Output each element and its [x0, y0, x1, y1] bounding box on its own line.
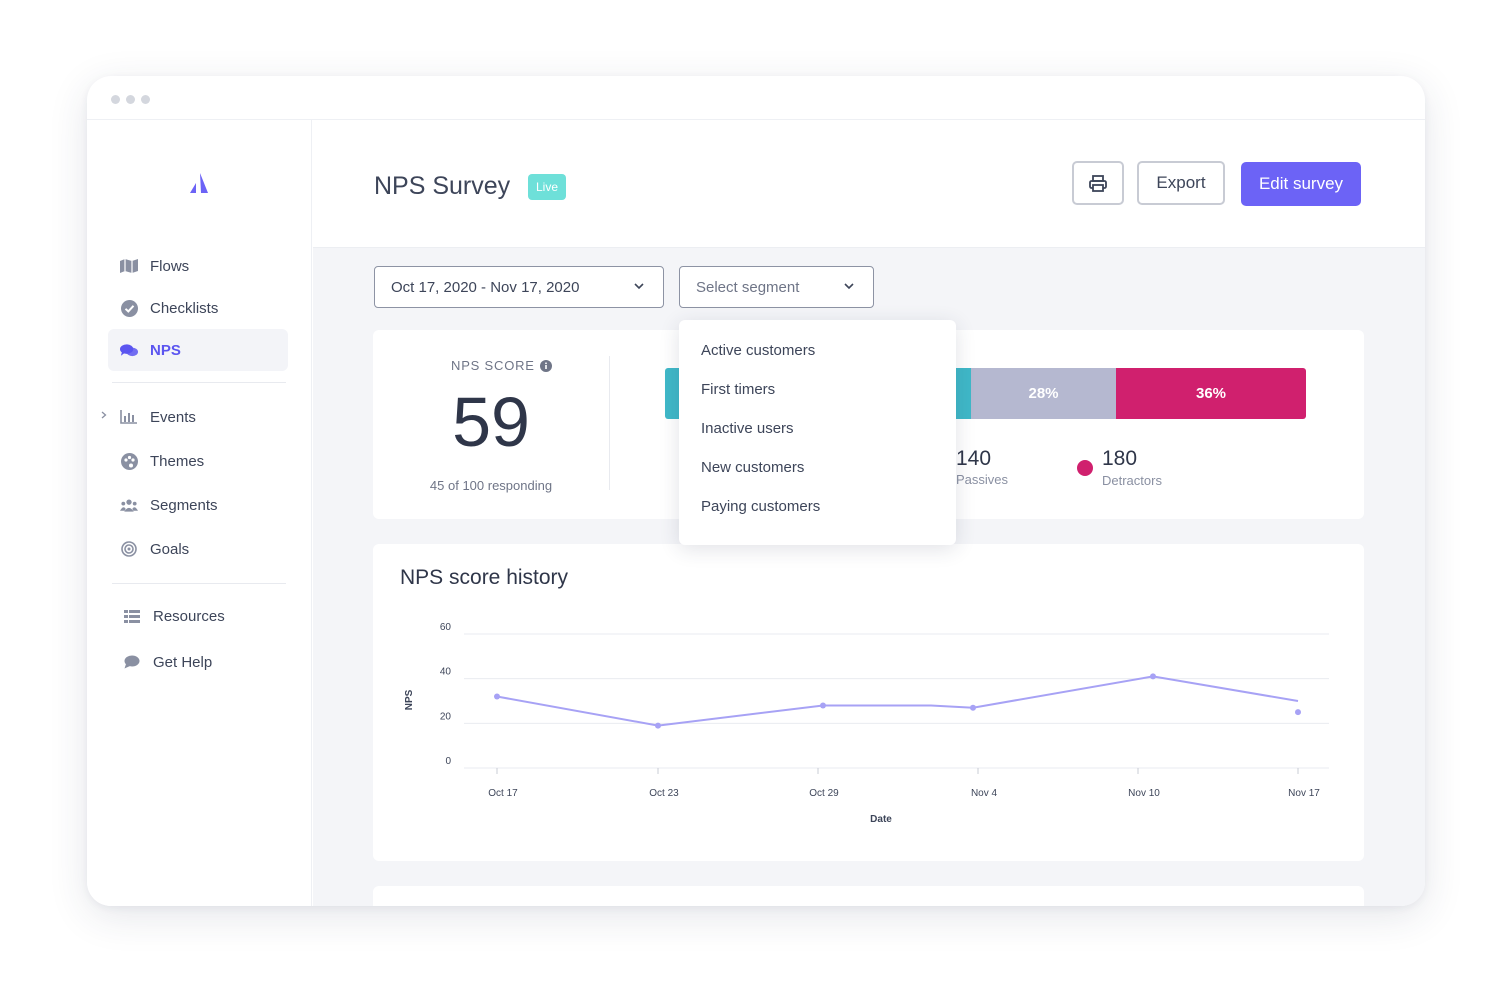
window-dot [126, 95, 135, 104]
y-tick-label: 40 [440, 667, 452, 678]
chat-bubbles-icon [120, 341, 138, 359]
card-divider [609, 356, 610, 490]
users-icon [120, 496, 138, 514]
responding-count: 45 of 100 responding [429, 478, 553, 493]
sidebar-item-label: NPS [150, 341, 181, 359]
sidebar-item-flows[interactable]: Flows [108, 245, 288, 287]
sidebar-divider [112, 382, 286, 383]
status-badge: Live [528, 174, 567, 200]
data-point [494, 693, 500, 700]
x-tick-label: Nov 10 [1128, 788, 1160, 799]
detractors-count: 180 [1102, 447, 1138, 470]
sidebar-item-checklists[interactable]: Checklists [108, 287, 288, 329]
sidebar: Flows Checklists NPS Events Them [87, 120, 312, 906]
data-point [1150, 673, 1156, 680]
nps-history-chart: 0 20 40 60 Oct 17 Oct 23 Oct 29 Nov 4 Nov 10 Nov … [404, 622, 1329, 825]
segment-option[interactable]: Paying customers [701, 498, 821, 515]
print-button[interactable] [1072, 161, 1124, 205]
sidebar-item-goals[interactable]: Goals [108, 528, 288, 570]
y-tick-label: 20 [440, 711, 452, 722]
sidebar-item-resources[interactable]: Resources [111, 595, 291, 637]
segment-dropdown-menu: Active customers First timers Inactive u… [679, 320, 956, 545]
data-point [820, 702, 826, 709]
app-logo-icon[interactable] [188, 171, 208, 193]
target-icon [120, 540, 138, 558]
x-tick-label: Oct 23 [649, 788, 679, 799]
edit-survey-button[interactable]: Edit survey [1241, 162, 1361, 206]
date-range-select[interactable]: Oct 17, 2020 - Nov 17, 2020 [374, 266, 664, 308]
x-tick-label: Oct 29 [809, 788, 839, 799]
chevron-down-icon [634, 283, 644, 290]
segment-option[interactable]: Inactive users [701, 420, 794, 437]
window-dot [141, 95, 150, 104]
segment-option[interactable]: New customers [701, 459, 805, 476]
page-header: NPS Survey Live Export Edit survey [313, 120, 1425, 248]
data-point [1295, 709, 1301, 716]
sidebar-item-label: Segments [150, 496, 218, 514]
nps-score-value: 59 [452, 383, 530, 461]
segment-select[interactable]: Select segment [679, 266, 874, 308]
date-range-value: Oct 17, 2020 - Nov 17, 2020 [391, 278, 580, 296]
bar-chart-icon [120, 408, 138, 426]
segment-option[interactable]: First timers [701, 381, 776, 398]
detractors-legend-dot [1077, 460, 1093, 476]
y-axis-title: NPS [404, 689, 415, 710]
sidebar-item-nps[interactable]: NPS [108, 329, 288, 371]
sidebar-item-label: Flows [150, 257, 190, 275]
y-tick-label: 0 [445, 756, 451, 767]
sidebar-divider [112, 583, 286, 584]
nps-score-label: NPS SCORE [451, 358, 535, 373]
passives-count: 140 [956, 447, 992, 470]
x-tick-label: Nov 17 [1288, 788, 1320, 799]
export-button[interactable]: Export [1137, 161, 1225, 205]
history-title: NPS score history [400, 566, 569, 589]
window-titlebar [87, 76, 1425, 120]
nps-history-card: NPS score history 0 20 40 60 Oct 17 Oct 23 Oct… [373, 544, 1364, 861]
chevron-down-icon [844, 283, 854, 290]
detractors-label: Detractors [1102, 473, 1162, 488]
sidebar-item-label: Events [150, 408, 196, 426]
palette-icon [120, 452, 138, 470]
y-tick-label: 60 [440, 622, 452, 633]
chevron-right-icon[interactable] [101, 411, 107, 419]
sidebar-item-label: Checklists [150, 299, 219, 317]
segment-placeholder: Select segment [696, 278, 800, 296]
x-axis-title: Date [870, 814, 892, 825]
next-card [373, 886, 1364, 906]
sidebar-item-label: Themes [150, 452, 205, 470]
info-icon[interactable] [539, 359, 552, 372]
sidebar-item-get-help[interactable]: Get Help [111, 641, 291, 683]
segment-option[interactable]: Active customers [701, 342, 816, 359]
detractors-segment[interactable]: 36% [1116, 368, 1306, 419]
x-tick-label: Nov 4 [971, 788, 998, 799]
check-circle-icon [120, 299, 138, 317]
sidebar-item-label: Get Help [153, 653, 213, 671]
printer-icon [1089, 174, 1107, 192]
sidebar-item-events[interactable]: Events [108, 396, 288, 438]
passives-label: Passives [956, 472, 1009, 487]
sidebar-item-segments[interactable]: Segments [108, 484, 288, 526]
x-tick-label: Oct 17 [488, 788, 518, 799]
window-dot [111, 95, 120, 104]
series-line [496, 675, 1299, 727]
app-window: Flows Checklists NPS Events Them [87, 76, 1425, 906]
data-point [655, 722, 661, 729]
sidebar-item-label: Goals [150, 540, 190, 558]
nps-score-label-row: NPS SCORE [451, 358, 552, 373]
list-icon [123, 607, 141, 625]
sidebar-item-label: Resources [153, 607, 225, 625]
data-point [970, 704, 976, 711]
passives-segment[interactable]: 28% [971, 368, 1116, 419]
main-content: NPS Survey Live Export Edit survey Oct 1… [313, 120, 1425, 906]
chat-icon [123, 653, 141, 671]
sidebar-item-themes[interactable]: Themes [108, 440, 288, 482]
map-icon [120, 257, 138, 275]
page-title: NPS Survey [374, 172, 511, 200]
